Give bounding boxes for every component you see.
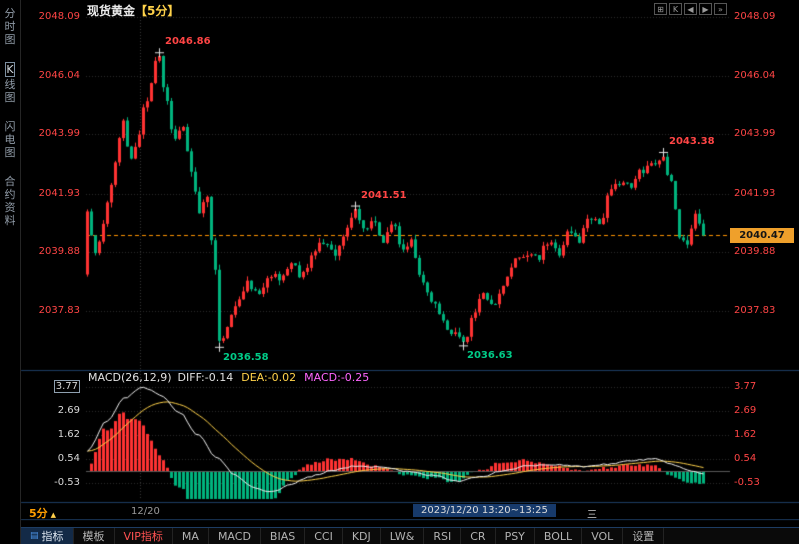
price-axis-label-left: 2039.88 — [38, 246, 80, 258]
menu-item-label: PSY — [504, 529, 525, 543]
macd-dea-value: DEA:-0.02 — [241, 371, 297, 384]
macd-axis-value: 2.69 — [57, 405, 80, 417]
macd-macd-value: MACD:-0.25 — [304, 371, 370, 384]
menu-item-label: CCI — [314, 529, 333, 543]
menu-item-cr[interactable]: CR — [461, 528, 496, 544]
next-icon[interactable]: ▶ — [699, 3, 712, 15]
menu-item-indicator[interactable]: ▤ 指标 — [21, 528, 74, 544]
chart-toolbar: ⊞ K ◀ ▶» — [654, 3, 727, 15]
price-annotation-high: 2046.86 — [165, 36, 211, 48]
menu-item-label: 指标 — [41, 530, 64, 543]
macd-axis-label-left: -0.53 — [20, 477, 80, 489]
macd-axis-value: 3.77 — [53, 380, 80, 394]
macd-diff-value: DIFF:-0.14 — [177, 371, 234, 384]
price-axis-label-right: 2048.09 — [734, 11, 776, 22]
price-axis-label-right: 2037.83 — [734, 305, 776, 316]
menu-item-cci[interactable]: CCI — [305, 528, 343, 544]
menu-item-lw[interactable]: LW& — [381, 528, 425, 544]
menu-item-rsi[interactable]: RSI — [424, 528, 462, 544]
menu-item-settings[interactable]: 设置 — [623, 528, 665, 544]
macd-axis-value: -0.53 — [54, 476, 80, 488]
price-axis-label-left: 2048.09 — [38, 11, 80, 22]
sidebar-tab-flash-chart[interactable]: 闪电图 — [4, 120, 16, 159]
macd-axis-label-right: 2.69 — [734, 405, 757, 417]
menu-item-vol[interactable]: VOL — [582, 528, 624, 544]
menu-item-psy[interactable]: PSY — [496, 528, 535, 544]
menu-item-template[interactable]: 模板 — [74, 528, 115, 544]
kline-icon[interactable]: K — [669, 3, 682, 15]
menu-item-boll[interactable]: BOLL — [535, 528, 583, 544]
macd-axis-label-left: 3.77 — [20, 380, 80, 394]
menu-item-macd[interactable]: MACD — [209, 528, 261, 544]
menu-item-label: LW& — [389, 529, 415, 543]
menu-item-label: CR — [470, 529, 486, 543]
weekday-label: 三 — [587, 510, 597, 521]
price-axis-label-right: 2041.93 — [734, 187, 776, 199]
grid-icon[interactable]: ⊞ — [654, 3, 667, 15]
menu-item-label: BIAS — [269, 529, 296, 543]
prev-icon[interactable]: ◀ — [684, 3, 697, 15]
price-annotation-high: 2041.51 — [361, 189, 407, 201]
macd-header: MACD(26,12,9) DIFF:-0.14 DEA:-0.02 MACD:-0.… — [88, 371, 369, 384]
price-annotation-high: 2043.38 — [669, 135, 715, 147]
price-axis-label-left: 2046.04 — [38, 69, 80, 81]
macd-axis-value: 0.54 — [57, 453, 80, 464]
current-price-chip: 2040.47 — [730, 228, 794, 243]
period-selector[interactable]: 5分 ▲ — [29, 505, 56, 521]
menu-item-kdj[interactable]: KDJ — [343, 528, 381, 544]
menu-item-label: 设置 — [632, 530, 655, 543]
menu-item-ma[interactable]: MA — [173, 528, 209, 544]
period-label: 5分 — [29, 507, 48, 520]
menu-item-label: RSI — [433, 529, 452, 543]
indicator-menu-bar: ▤ 指标 模板 VIP指标 MA MACD BIAS CCI KDJ LW& RSI CR PSY BOL… — [21, 527, 799, 544]
menu-item-label: 模板 — [82, 530, 105, 543]
macd-axis-label-left: 1.62 — [20, 429, 80, 441]
price-axis-label-right: 2046.04 — [734, 69, 776, 81]
macd-formula-label: MACD(26,12,9) — [88, 371, 172, 384]
sidebar-tab-contract-info[interactable]: 合约资料 — [4, 175, 16, 227]
time-range-label: 2023/12/20 13:20~13:25 — [413, 504, 556, 517]
menu-item-vip-indicator[interactable]: VIP指标 — [115, 528, 173, 544]
menu-item-label: KDJ — [351, 529, 371, 543]
macd-axis-label-left: 0.54 — [20, 453, 80, 465]
menu-item-label: BOLL — [543, 529, 573, 543]
menu-item-bias[interactable]: BIAS — [261, 528, 306, 544]
price-axis-label-right: 2039.88 — [734, 246, 776, 258]
chevron-up-icon: ▲ — [50, 511, 57, 519]
macd-axis-label-right: 1.62 — [734, 429, 757, 441]
macd-axis-value: 1.62 — [57, 429, 80, 441]
macd-axis-label-left: 2.69 — [20, 405, 80, 417]
indicator-list-icon: ▤ — [30, 531, 39, 541]
menu-item-label: VOL — [591, 529, 614, 543]
macd-axis-label-right: -0.53 — [734, 476, 760, 488]
macd-axis-label-right: 0.54 — [734, 453, 757, 464]
price-annotation-low: 2036.58 — [223, 351, 269, 363]
menu-item-label: MACD — [217, 529, 251, 543]
menu-item-label: MA — [181, 529, 199, 543]
price-axis-label-left: 2037.83 — [38, 305, 80, 316]
price-axis-label-right: 2043.99 — [734, 128, 776, 140]
menu-item-label: VIP指标 — [123, 530, 163, 543]
sidebar-tab-time-chart[interactable]: 分时图 — [4, 7, 16, 46]
price-axis-label-left: 2041.93 — [38, 187, 80, 199]
period-tag: 【5分】 — [135, 4, 180, 18]
instrument-title: 现货黄金 — [87, 4, 136, 18]
chart-header: 现货黄金【5分】 — [87, 2, 179, 19]
macd-axis-label-right: 3.77 — [734, 381, 757, 393]
price-axis-label-left: 2043.99 — [38, 128, 80, 140]
price-annotation-low: 2036.63 — [467, 350, 513, 362]
session-date-label: 12/20 — [131, 506, 160, 517]
time-axis-bar: 5分 ▲ 12/20 2023/12/20 13:20~13:25 三 — [21, 504, 799, 521]
last-icon[interactable]: » — [714, 3, 727, 15]
